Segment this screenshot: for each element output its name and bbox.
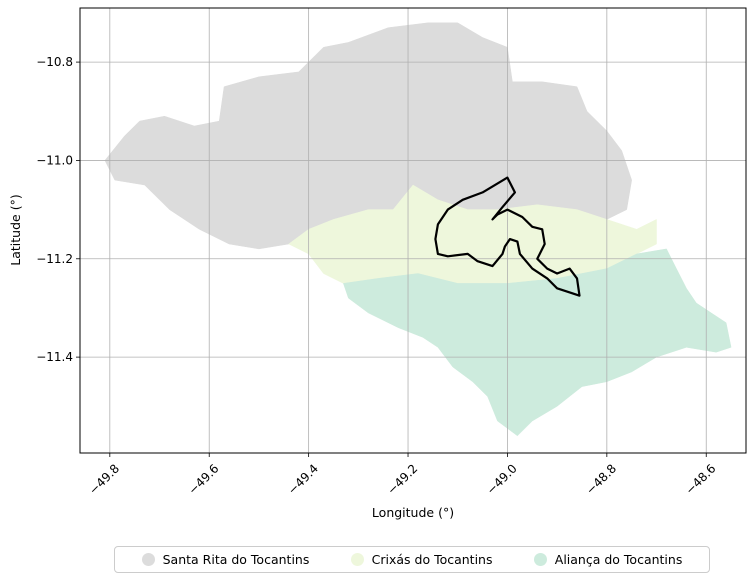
x-tick-label: −49.2 <box>384 461 420 497</box>
legend-item-crixas-do-tocantins: Crixás do Tocantins <box>350 552 493 567</box>
x-tick-label: −48.8 <box>583 461 619 497</box>
legend-item-alianca-do-tocantins: Aliança do Tocantins <box>533 552 683 567</box>
y-tick-label: −11.2 <box>36 252 73 266</box>
legend-label: Santa Rita do Tocantins <box>162 552 310 567</box>
y-axis-label: Latitude (°) <box>8 194 23 265</box>
x-tick-label: −49.0 <box>484 461 520 497</box>
map-legend: Santa Rita do Tocantins Crixás do Tocanti… <box>114 546 710 573</box>
plot-frame <box>79 7 747 454</box>
grid-lines <box>80 8 746 453</box>
boundary-outline <box>434 176 581 297</box>
legend-swatch <box>350 553 364 566</box>
y-axis-ticks: −10.8 −11.0 −11.2 −11.4 <box>36 55 80 364</box>
legend-label: Crixás do Tocantins <box>371 552 493 567</box>
x-tick-label: −49.4 <box>285 461 321 497</box>
legend-swatch <box>533 553 547 566</box>
x-tick-label: −49.6 <box>186 461 222 497</box>
x-tick-label: −48.6 <box>683 461 719 497</box>
legend-label: Aliança do Tocantins <box>554 552 683 567</box>
y-tick-label: −11.0 <box>36 153 73 167</box>
boundary-layer <box>434 176 581 297</box>
y-tick-label: −11.4 <box>36 350 73 364</box>
y-tick-label: −10.8 <box>36 55 73 69</box>
regions-layer <box>104 22 732 437</box>
legend-swatch <box>141 553 155 566</box>
x-tick-label: −49.8 <box>86 461 122 497</box>
x-axis-ticks: −49.8 −49.6 −49.4 −49.2 −49.0 −48.8 −48.6 <box>86 453 719 497</box>
x-axis-label: Longitude (°) <box>372 505 454 520</box>
legend-item-santa-rita-do-tocantins: Santa Rita do Tocantins <box>141 552 310 567</box>
